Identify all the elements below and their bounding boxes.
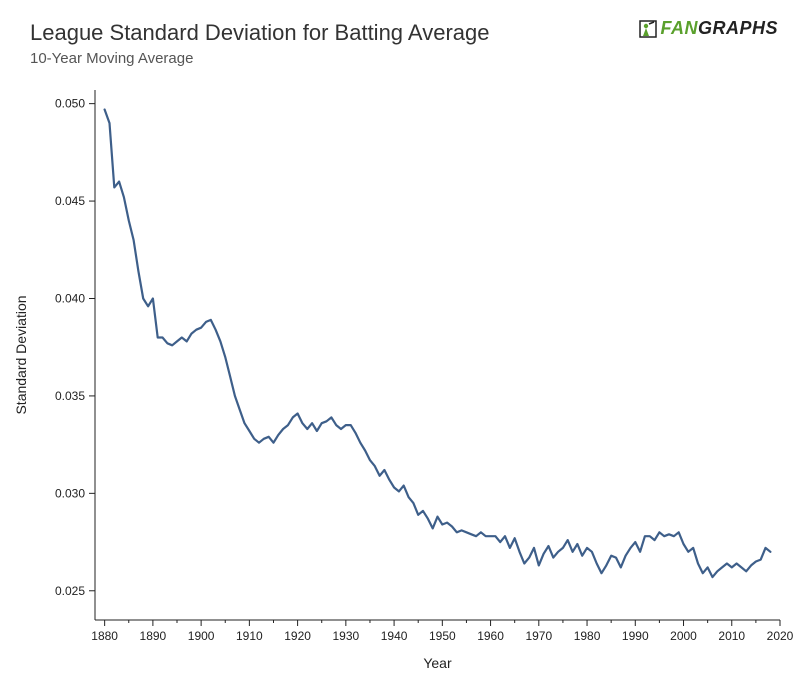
line-chart-svg: 0.025 0.030 0.035 0.040 0.045 0.050 1880 1890 19… (0, 0, 800, 700)
y-tick-label: 0.025 (55, 584, 85, 598)
chart-container: League Standard Deviation for Batting Av… (0, 0, 800, 700)
y-tick-label: 0.035 (55, 389, 85, 403)
y-tick-label: 0.040 (55, 291, 85, 305)
y-tick-label: 0.030 (55, 486, 85, 500)
x-tick-label: 1990 (622, 629, 649, 643)
x-tick-label: 1940 (381, 629, 408, 643)
x-axis-label: Year (423, 655, 452, 671)
y-axis-label: Standard Deviation (13, 295, 29, 414)
x-tick-label: 1960 (477, 629, 504, 643)
data-series-line (105, 110, 771, 578)
x-tick-label: 1880 (91, 629, 118, 643)
x-tick-label: 2000 (670, 629, 697, 643)
x-tick-label: 1930 (332, 629, 359, 643)
x-tick-label: 1950 (429, 629, 456, 643)
x-tick-label: 1910 (236, 629, 263, 643)
x-tick-label: 1980 (574, 629, 601, 643)
x-tick-label: 2020 (767, 629, 794, 643)
y-tick-label: 0.050 (55, 97, 85, 111)
x-tick-label: 1920 (284, 629, 311, 643)
x-tick-label: 1900 (188, 629, 215, 643)
x-tick-label: 2010 (718, 629, 745, 643)
y-tick-label: 0.045 (55, 194, 85, 208)
x-tick-label: 1970 (525, 629, 552, 643)
x-tick-label: 1890 (140, 629, 167, 643)
